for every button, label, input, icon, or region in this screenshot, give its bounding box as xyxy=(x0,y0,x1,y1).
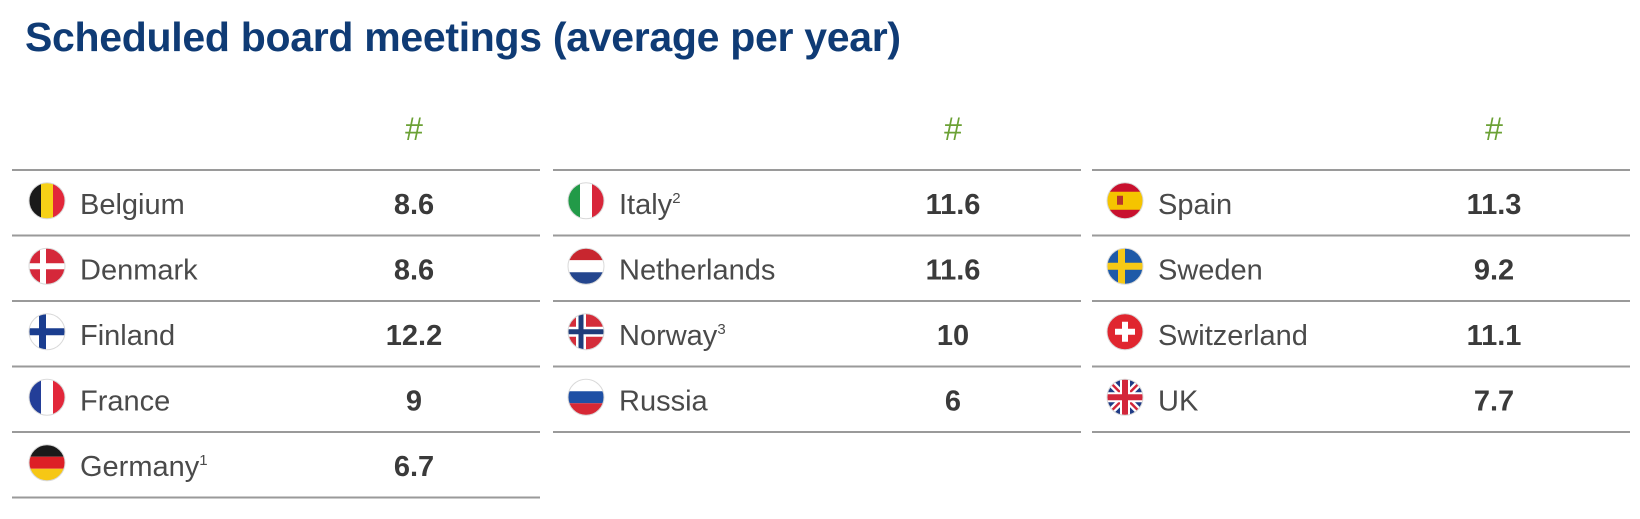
country-name: Norway3 xyxy=(619,320,726,352)
meeting-value: 9 xyxy=(406,385,422,417)
country-name: Germany1 xyxy=(80,451,208,483)
russia-flag-icon xyxy=(567,378,605,416)
sweden-flag-icon xyxy=(1106,247,1144,285)
meeting-value: 10 xyxy=(937,320,969,352)
denmark-flag-icon xyxy=(28,247,66,285)
page-title: Scheduled board meetings (average per ye… xyxy=(25,14,901,60)
column-header-hash: # xyxy=(1485,111,1503,147)
country-name: Finland xyxy=(80,320,175,352)
country-name: France xyxy=(80,385,170,417)
country-name: Denmark xyxy=(80,254,198,286)
germany-flag-icon xyxy=(28,444,66,482)
meeting-value: 12.2 xyxy=(386,320,442,352)
country-name: Netherlands xyxy=(619,254,775,286)
meeting-value: 8.6 xyxy=(394,254,434,286)
spain-flag-icon xyxy=(1106,182,1144,220)
italy-flag-icon xyxy=(567,182,605,220)
finland-flag-icon xyxy=(28,313,66,351)
country-name: Italy2 xyxy=(619,189,681,221)
country-name: UK xyxy=(1158,385,1199,417)
footnote-marker: 1 xyxy=(199,452,207,469)
norway-flag-icon xyxy=(567,313,605,351)
meeting-value: 9.2 xyxy=(1474,254,1514,286)
footnote-marker: 2 xyxy=(672,190,680,207)
meeting-value: 11.1 xyxy=(1467,320,1522,352)
uk-flag-icon xyxy=(1106,378,1144,416)
switzerland-flag-icon xyxy=(1106,313,1144,351)
country-name: Russia xyxy=(619,385,709,417)
column-header-hash: # xyxy=(405,111,423,147)
country-name: Belgium xyxy=(80,189,185,221)
meeting-value: 11.6 xyxy=(926,254,981,286)
belgium-flag-icon xyxy=(28,182,66,220)
meeting-value: 7.7 xyxy=(1474,385,1514,417)
meeting-value: 8.6 xyxy=(394,189,434,221)
meeting-value: 6 xyxy=(945,385,961,417)
meeting-value: 11.6 xyxy=(926,189,981,221)
footnote-marker: 3 xyxy=(717,321,725,338)
france-flag-icon xyxy=(28,378,66,416)
country-name: Spain xyxy=(1158,189,1232,221)
netherlands-flag-icon xyxy=(567,247,605,285)
meeting-value: 6.7 xyxy=(394,451,434,483)
country-name: Switzerland xyxy=(1158,320,1308,352)
column-header-hash: # xyxy=(944,111,962,147)
meeting-value: 11.3 xyxy=(1467,189,1522,221)
country-name: Sweden xyxy=(1158,254,1263,286)
